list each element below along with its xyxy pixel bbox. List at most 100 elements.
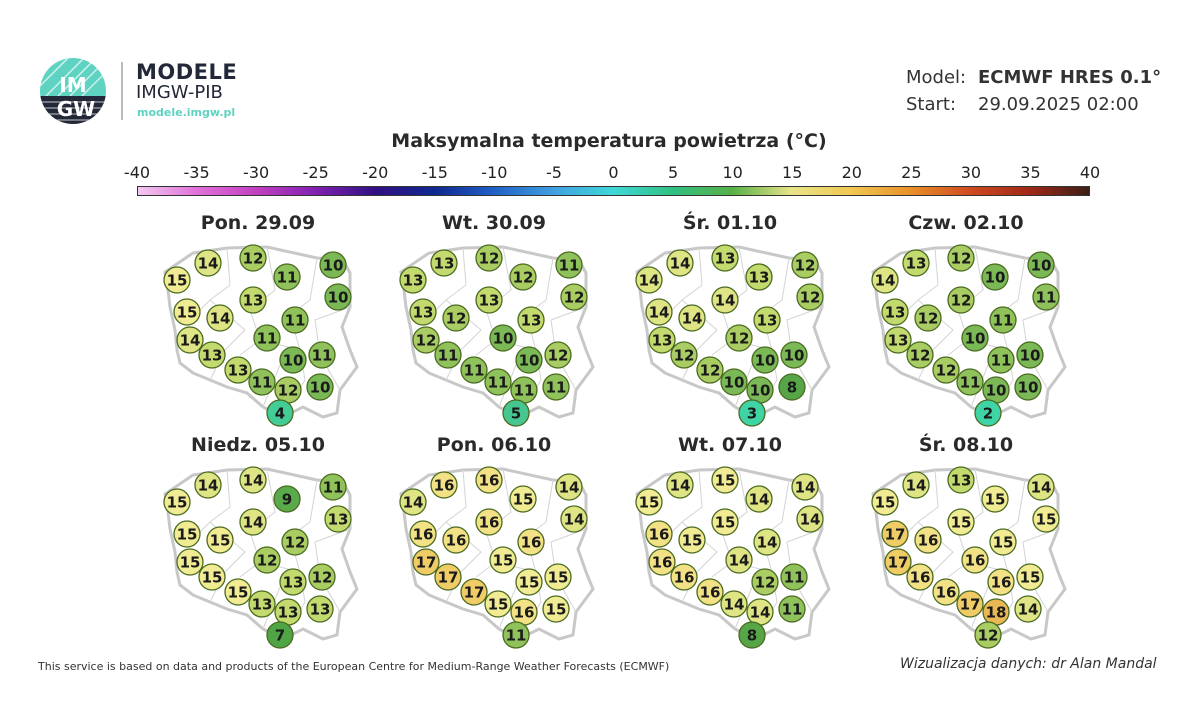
station-temperature: 17 xyxy=(438,569,459,587)
station-marker: 16 xyxy=(409,520,437,548)
station-circle xyxy=(173,298,201,326)
station-marker: 13 xyxy=(248,590,276,618)
station-marker: 16 xyxy=(987,568,1015,596)
station-marker: 11 xyxy=(780,563,808,591)
station-circle xyxy=(648,326,676,354)
station-circle xyxy=(987,346,1015,374)
station-temperature: 16 xyxy=(674,569,695,587)
station-temperature: 17 xyxy=(960,596,981,614)
station-temperature: 14 xyxy=(757,534,778,552)
station-marker: 3 xyxy=(738,399,766,427)
station-temperature: 10 xyxy=(493,330,514,348)
station-circle xyxy=(412,326,440,354)
station-circle xyxy=(176,326,204,354)
station-temperature: 11 xyxy=(993,312,1014,330)
station-circle xyxy=(711,244,739,272)
station-temperature: 11 xyxy=(252,374,273,392)
station-circle xyxy=(884,548,912,576)
station-circle xyxy=(871,266,899,294)
colorbar-tick-label: -10 xyxy=(481,163,508,182)
station-circle xyxy=(434,341,462,369)
station-circle xyxy=(399,266,427,294)
region-border xyxy=(902,469,939,538)
region-border xyxy=(314,528,351,613)
station-circle xyxy=(989,306,1017,334)
station-circle xyxy=(399,488,427,516)
station-temperature: 16 xyxy=(649,526,670,544)
station-circle xyxy=(1014,595,1042,623)
station-temperature: 15 xyxy=(488,596,509,614)
station-circle xyxy=(489,324,517,352)
station-circle xyxy=(248,590,276,618)
station-marker: 15 xyxy=(711,466,739,494)
map-panel: Śr. 01.10 14 14 13 13 12 12 14 14 14 13 13 12 12 10 10 1… xyxy=(622,212,842,440)
region-border xyxy=(1022,528,1059,613)
station-circle xyxy=(780,341,808,369)
region-border xyxy=(786,528,823,613)
station-temperature: 15 xyxy=(513,491,534,509)
station-marker: 8 xyxy=(778,373,806,401)
station-circle xyxy=(281,306,309,334)
station-circle xyxy=(1016,341,1044,369)
region-border xyxy=(666,469,703,538)
station-circle xyxy=(738,399,766,427)
station-marker: 13 xyxy=(648,326,676,354)
station-temperature: 11 xyxy=(257,330,278,348)
station-temperature: 18 xyxy=(986,604,1007,622)
station-temperature: 11 xyxy=(277,269,298,287)
station-circle xyxy=(751,568,779,596)
station-temperature: 12 xyxy=(936,362,957,380)
station-marker: 12 xyxy=(914,304,942,332)
station-temperature: 14 xyxy=(800,511,821,529)
panel-date-title: Śr. 08.10 xyxy=(918,434,1014,456)
station-temperature: 14 xyxy=(198,255,219,273)
station-circle xyxy=(1032,505,1060,533)
station-temperature: 17 xyxy=(416,554,437,572)
station-marker: 12 xyxy=(281,528,309,556)
station-marker: 11 xyxy=(502,621,530,649)
station-temperature: 12 xyxy=(910,347,931,365)
station-temperature: 16 xyxy=(413,526,434,544)
region-border xyxy=(430,469,467,538)
station-temperature: 12 xyxy=(446,310,467,328)
station-temperature: 11 xyxy=(960,374,981,392)
colorbar-tick-label: 40 xyxy=(1079,163,1101,182)
station-circle xyxy=(753,306,781,334)
station-temperature: 11 xyxy=(285,312,306,330)
station-temperature: 12 xyxy=(285,534,306,552)
station-marker: 15 xyxy=(635,488,663,516)
station-marker: 17 xyxy=(460,578,488,606)
station-circle xyxy=(434,563,462,591)
station-circle xyxy=(678,526,706,554)
station-marker: 10 xyxy=(1027,251,1055,279)
station-circle xyxy=(308,341,336,369)
station-circle xyxy=(198,563,226,591)
panel-date-title: Wt. 07.10 xyxy=(678,434,782,456)
station-circle xyxy=(542,373,570,401)
station-marker: 12 xyxy=(796,283,824,311)
station-marker: 12 xyxy=(412,326,440,354)
station-circle xyxy=(796,283,824,311)
station-temperature: 8 xyxy=(747,627,757,645)
station-temperature: 4 xyxy=(275,405,285,423)
station-circle xyxy=(796,505,824,533)
station-marker: 15 xyxy=(542,595,570,623)
station-temperature: 13 xyxy=(243,292,264,310)
map-panel: Wt. 07.10 15 14 15 14 14 14 15 16 15 14 16 14 16 12 11 1… xyxy=(622,434,842,662)
station-marker: 14 xyxy=(194,249,222,277)
station-marker: 13 xyxy=(902,249,930,277)
station-marker: 14 xyxy=(746,598,774,626)
station-circle xyxy=(791,473,819,501)
station-temperature: 15 xyxy=(985,491,1006,509)
station-marker: 11 xyxy=(281,306,309,334)
svg-text:IM: IM xyxy=(59,73,86,97)
station-marker: 17 xyxy=(956,590,984,618)
station-marker: 10 xyxy=(515,346,543,374)
region-border xyxy=(666,247,703,316)
map-panel: Czw. 02.10 14 13 12 10 10 11 12 13 12 11 13 10 12 11 10… xyxy=(858,212,1078,440)
station-circle xyxy=(409,298,437,326)
station-temperature: 11 xyxy=(782,601,803,619)
station-marker: 14 xyxy=(725,546,753,574)
